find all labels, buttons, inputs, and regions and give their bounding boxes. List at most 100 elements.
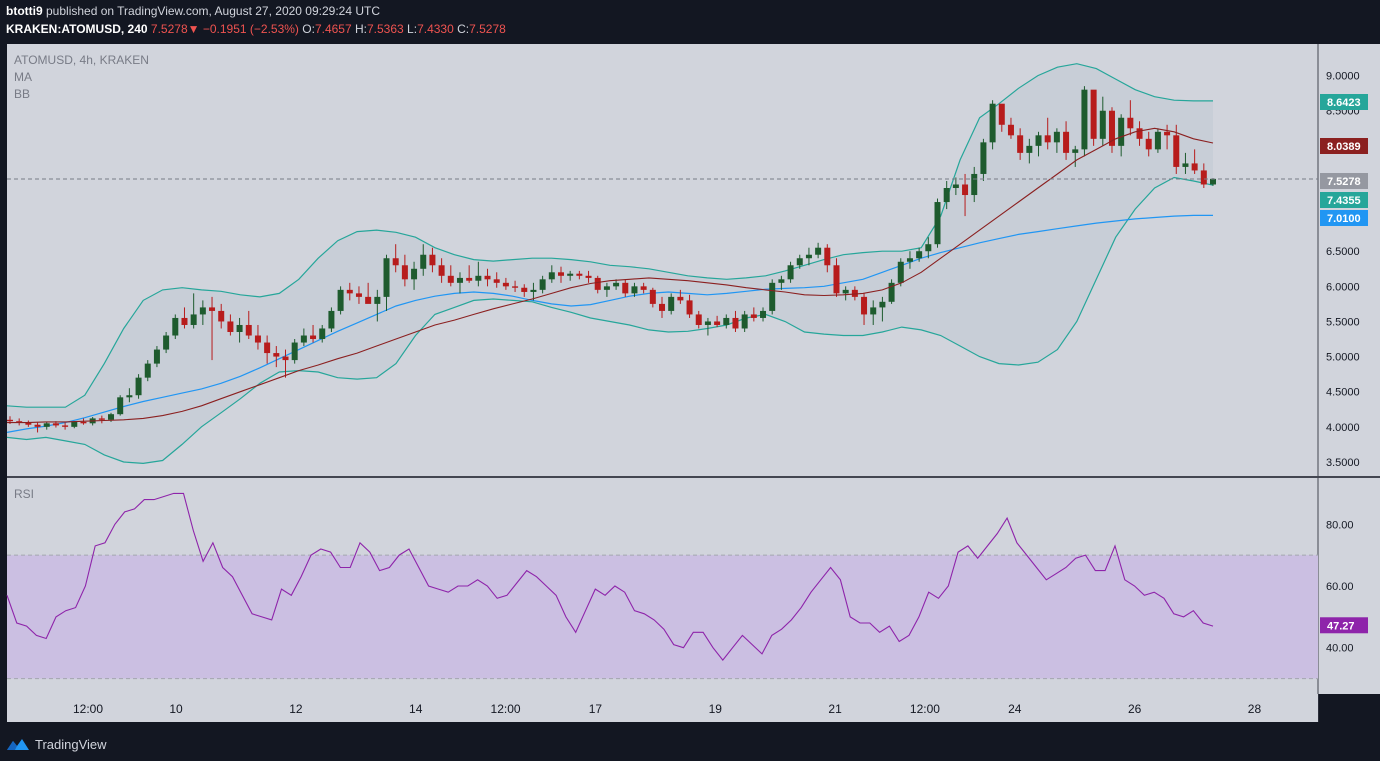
candle-body[interactable] bbox=[62, 425, 69, 427]
candle-body[interactable] bbox=[943, 188, 950, 203]
candle-body[interactable] bbox=[1081, 89, 1088, 150]
candle-body[interactable] bbox=[144, 363, 151, 378]
candle-body[interactable] bbox=[1099, 110, 1106, 139]
candle-body[interactable] bbox=[401, 265, 408, 280]
candle-body[interactable] bbox=[668, 296, 675, 311]
candle-body[interactable] bbox=[1127, 117, 1134, 129]
candle-body[interactable] bbox=[677, 296, 684, 301]
candle-body[interactable] bbox=[934, 202, 941, 245]
candle-body[interactable] bbox=[1182, 163, 1189, 167]
candle-body[interactable] bbox=[1118, 117, 1125, 146]
candle-body[interactable] bbox=[906, 258, 913, 262]
candle-body[interactable] bbox=[282, 356, 289, 361]
candle-body[interactable] bbox=[649, 289, 656, 304]
candle-body[interactable] bbox=[952, 184, 959, 188]
candle-body[interactable] bbox=[741, 314, 748, 329]
candle-body[interactable] bbox=[163, 335, 170, 350]
candle-body[interactable] bbox=[824, 247, 831, 266]
candle-body[interactable] bbox=[199, 307, 206, 315]
candle-body[interactable] bbox=[723, 317, 730, 325]
candle-body[interactable] bbox=[778, 279, 785, 283]
candle-body[interactable] bbox=[383, 258, 390, 297]
candle-body[interactable] bbox=[897, 261, 904, 283]
candle-body[interactable] bbox=[80, 421, 87, 424]
candle-body[interactable] bbox=[392, 258, 399, 266]
candle-body[interactable] bbox=[585, 275, 592, 278]
candle-body[interactable] bbox=[181, 317, 188, 325]
candle-body[interactable] bbox=[34, 424, 41, 427]
candle-body[interactable] bbox=[631, 286, 638, 294]
candle-body[interactable] bbox=[567, 273, 574, 276]
candle-body[interactable] bbox=[769, 282, 776, 311]
candle-body[interactable] bbox=[998, 103, 1005, 125]
candle-body[interactable] bbox=[71, 421, 78, 427]
candle-body[interactable] bbox=[659, 303, 666, 311]
candle-body[interactable] bbox=[456, 277, 463, 283]
candle-body[interactable] bbox=[52, 423, 59, 426]
candle-body[interactable] bbox=[1063, 131, 1070, 153]
candle-body[interactable] bbox=[833, 265, 840, 294]
candle-body[interactable] bbox=[925, 244, 932, 252]
candle-body[interactable] bbox=[502, 282, 509, 287]
candle-body[interactable] bbox=[613, 282, 620, 287]
candle-body[interactable] bbox=[1145, 138, 1152, 150]
candle-body[interactable] bbox=[447, 275, 454, 283]
candle-body[interactable] bbox=[355, 293, 362, 297]
candle-body[interactable] bbox=[227, 321, 234, 332]
candle-body[interactable] bbox=[1072, 149, 1079, 153]
candle-body[interactable] bbox=[521, 287, 528, 292]
candle-body[interactable] bbox=[1026, 145, 1033, 153]
candle-body[interactable] bbox=[576, 273, 583, 276]
pane-separator[interactable] bbox=[7, 476, 1380, 478]
candle-body[interactable] bbox=[805, 254, 812, 259]
candle-body[interactable] bbox=[1007, 124, 1014, 136]
candle-body[interactable] bbox=[704, 321, 711, 325]
candle-body[interactable] bbox=[760, 310, 767, 318]
candle-body[interactable] bbox=[1136, 128, 1143, 139]
candle-body[interactable] bbox=[971, 173, 978, 196]
candle-body[interactable] bbox=[438, 265, 445, 276]
candle-body[interactable] bbox=[218, 310, 225, 322]
brand-name[interactable]: TradingView bbox=[35, 736, 107, 752]
candle-body[interactable] bbox=[135, 377, 142, 396]
candle-body[interactable] bbox=[842, 289, 849, 294]
candle-body[interactable] bbox=[851, 289, 858, 297]
candle-body[interactable] bbox=[512, 286, 519, 288]
candle-body[interactable] bbox=[888, 282, 895, 302]
candle-body[interactable] bbox=[539, 279, 546, 290]
candle-body[interactable] bbox=[16, 421, 23, 423]
candle-body[interactable] bbox=[108, 414, 115, 420]
candle-body[interactable] bbox=[750, 314, 757, 318]
candle-body[interactable] bbox=[815, 247, 822, 255]
candle-body[interactable] bbox=[1210, 178, 1216, 185]
candle-body[interactable] bbox=[346, 289, 353, 294]
candle-body[interactable] bbox=[25, 422, 32, 425]
candle-body[interactable] bbox=[236, 324, 243, 332]
candle-body[interactable] bbox=[254, 335, 261, 343]
candle-body[interactable] bbox=[594, 277, 601, 290]
candle-body[interactable] bbox=[493, 279, 500, 283]
candle-body[interactable] bbox=[1154, 131, 1161, 150]
candle-body[interactable] bbox=[603, 286, 610, 290]
candle-body[interactable] bbox=[264, 342, 271, 354]
candle-body[interactable] bbox=[530, 289, 537, 292]
candle-body[interactable] bbox=[962, 184, 969, 196]
candle-body[interactable] bbox=[695, 314, 702, 325]
candle-body[interactable] bbox=[1090, 89, 1097, 139]
candle-body[interactable] bbox=[466, 277, 473, 281]
candle-body[interactable] bbox=[1035, 135, 1042, 146]
author-name[interactable]: btotti9 bbox=[6, 4, 43, 18]
candle-body[interactable] bbox=[172, 317, 179, 336]
time-axis[interactable] bbox=[7, 694, 1318, 722]
candle-body[interactable] bbox=[190, 314, 197, 325]
candle-body[interactable] bbox=[732, 317, 739, 329]
candle-body[interactable] bbox=[870, 307, 877, 315]
candle-body[interactable] bbox=[7, 419, 13, 422]
candle-body[interactable] bbox=[714, 321, 721, 325]
candle-body[interactable] bbox=[291, 342, 298, 361]
candle-body[interactable] bbox=[420, 254, 427, 269]
candle-body[interactable] bbox=[429, 254, 436, 266]
candle-body[interactable] bbox=[209, 307, 216, 311]
candle-body[interactable] bbox=[337, 289, 344, 311]
